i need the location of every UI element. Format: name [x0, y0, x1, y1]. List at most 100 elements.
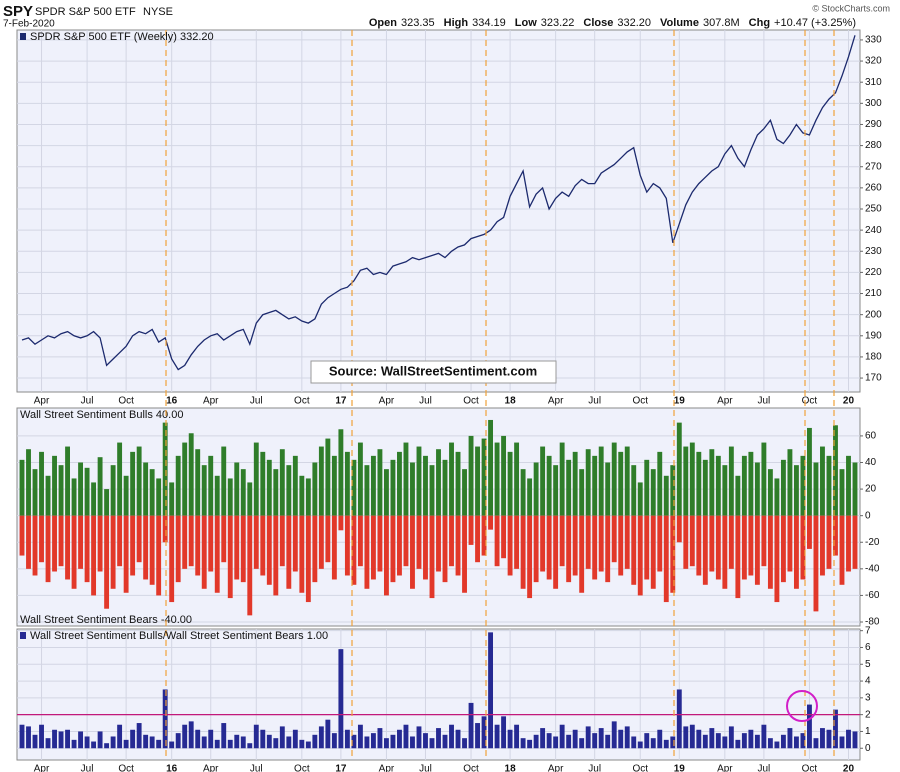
bar — [807, 515, 812, 549]
bar — [546, 515, 552, 580]
bar — [175, 733, 181, 749]
y-tick-label: 320 — [865, 56, 882, 67]
bar — [169, 482, 175, 516]
bar — [774, 478, 780, 516]
bar — [618, 451, 624, 516]
bar — [117, 724, 123, 749]
bar — [78, 462, 84, 516]
bar — [826, 515, 832, 569]
bar — [273, 515, 279, 596]
bar — [657, 729, 663, 749]
bar — [839, 469, 845, 516]
bar — [475, 446, 480, 516]
bar — [566, 459, 572, 516]
bar — [527, 515, 533, 599]
x-tick-label: Jul — [419, 396, 432, 407]
y-tick-label: 40 — [865, 457, 877, 468]
bar — [221, 446, 227, 516]
bar — [839, 736, 845, 749]
bar — [19, 724, 25, 749]
x-tick-label: Jul — [757, 764, 770, 772]
bar — [32, 734, 38, 749]
legend-entry: Wall Street Sentiment Bears -40.00 — [20, 614, 192, 626]
bar — [403, 515, 409, 567]
bar — [833, 709, 838, 749]
x-tick-label: Apr — [34, 764, 50, 772]
bar — [481, 515, 487, 556]
x-tick-label: 18 — [505, 396, 517, 407]
bar — [449, 724, 454, 749]
bar — [260, 451, 266, 516]
bar — [494, 515, 500, 567]
bar — [572, 515, 578, 576]
bar — [104, 743, 110, 749]
bar — [676, 422, 682, 516]
quote-label: Chg — [749, 17, 770, 29]
y-tick-label: 310 — [865, 77, 882, 88]
quote-label: Low — [515, 17, 537, 29]
bar — [611, 442, 617, 516]
title-icon — [20, 632, 26, 639]
bar — [514, 442, 520, 516]
y-tick-label: 290 — [865, 119, 882, 130]
y-tick-label: -60 — [865, 590, 880, 601]
bar — [208, 455, 214, 516]
bar — [390, 734, 396, 749]
bar — [52, 455, 57, 516]
bar — [71, 739, 77, 749]
x-tick-label: Jul — [81, 764, 94, 772]
bar — [839, 515, 845, 585]
bar — [143, 515, 149, 580]
quote-value: 332.20 — [617, 17, 651, 29]
bar — [78, 515, 84, 569]
bar — [344, 515, 350, 576]
bar — [624, 726, 630, 749]
bar — [273, 738, 279, 749]
bar — [715, 455, 721, 516]
bar — [397, 729, 402, 749]
bar — [364, 465, 370, 516]
bar — [846, 515, 851, 572]
x-tick-label: Oct — [802, 396, 818, 407]
bar — [84, 515, 90, 583]
bar — [52, 515, 57, 572]
bar — [689, 724, 695, 749]
y-tick-label: 60 — [865, 431, 877, 442]
bar — [670, 736, 676, 749]
bar — [709, 728, 715, 749]
bar — [104, 489, 110, 516]
x-tick-label: Apr — [379, 764, 395, 772]
bar — [436, 728, 441, 749]
bar — [540, 446, 546, 516]
bar — [123, 739, 129, 749]
bar — [266, 734, 272, 749]
bar — [370, 733, 376, 749]
bar — [605, 515, 611, 583]
y-tick-label: 270 — [865, 161, 882, 172]
bar — [787, 449, 793, 516]
x-tick-label: 17 — [335, 764, 347, 772]
bar — [559, 724, 565, 749]
bar — [240, 515, 246, 583]
bar — [247, 743, 253, 749]
bar — [325, 438, 331, 516]
x-tick-label: Oct — [632, 764, 648, 772]
bar — [683, 726, 689, 749]
bar — [780, 515, 786, 583]
bar — [852, 462, 858, 516]
bar — [618, 515, 624, 576]
bar — [494, 724, 500, 749]
bar — [520, 738, 526, 749]
bar — [188, 433, 194, 516]
bar — [383, 515, 389, 596]
y-tick-label: -20 — [865, 537, 880, 548]
bar — [403, 724, 409, 749]
bar — [813, 738, 819, 749]
bar — [741, 455, 747, 516]
bar — [793, 515, 799, 589]
bar — [338, 515, 344, 531]
bar — [494, 442, 500, 516]
bar — [709, 449, 715, 516]
y-tick-label: 6 — [865, 642, 871, 653]
quote-label: Volume — [660, 17, 699, 29]
